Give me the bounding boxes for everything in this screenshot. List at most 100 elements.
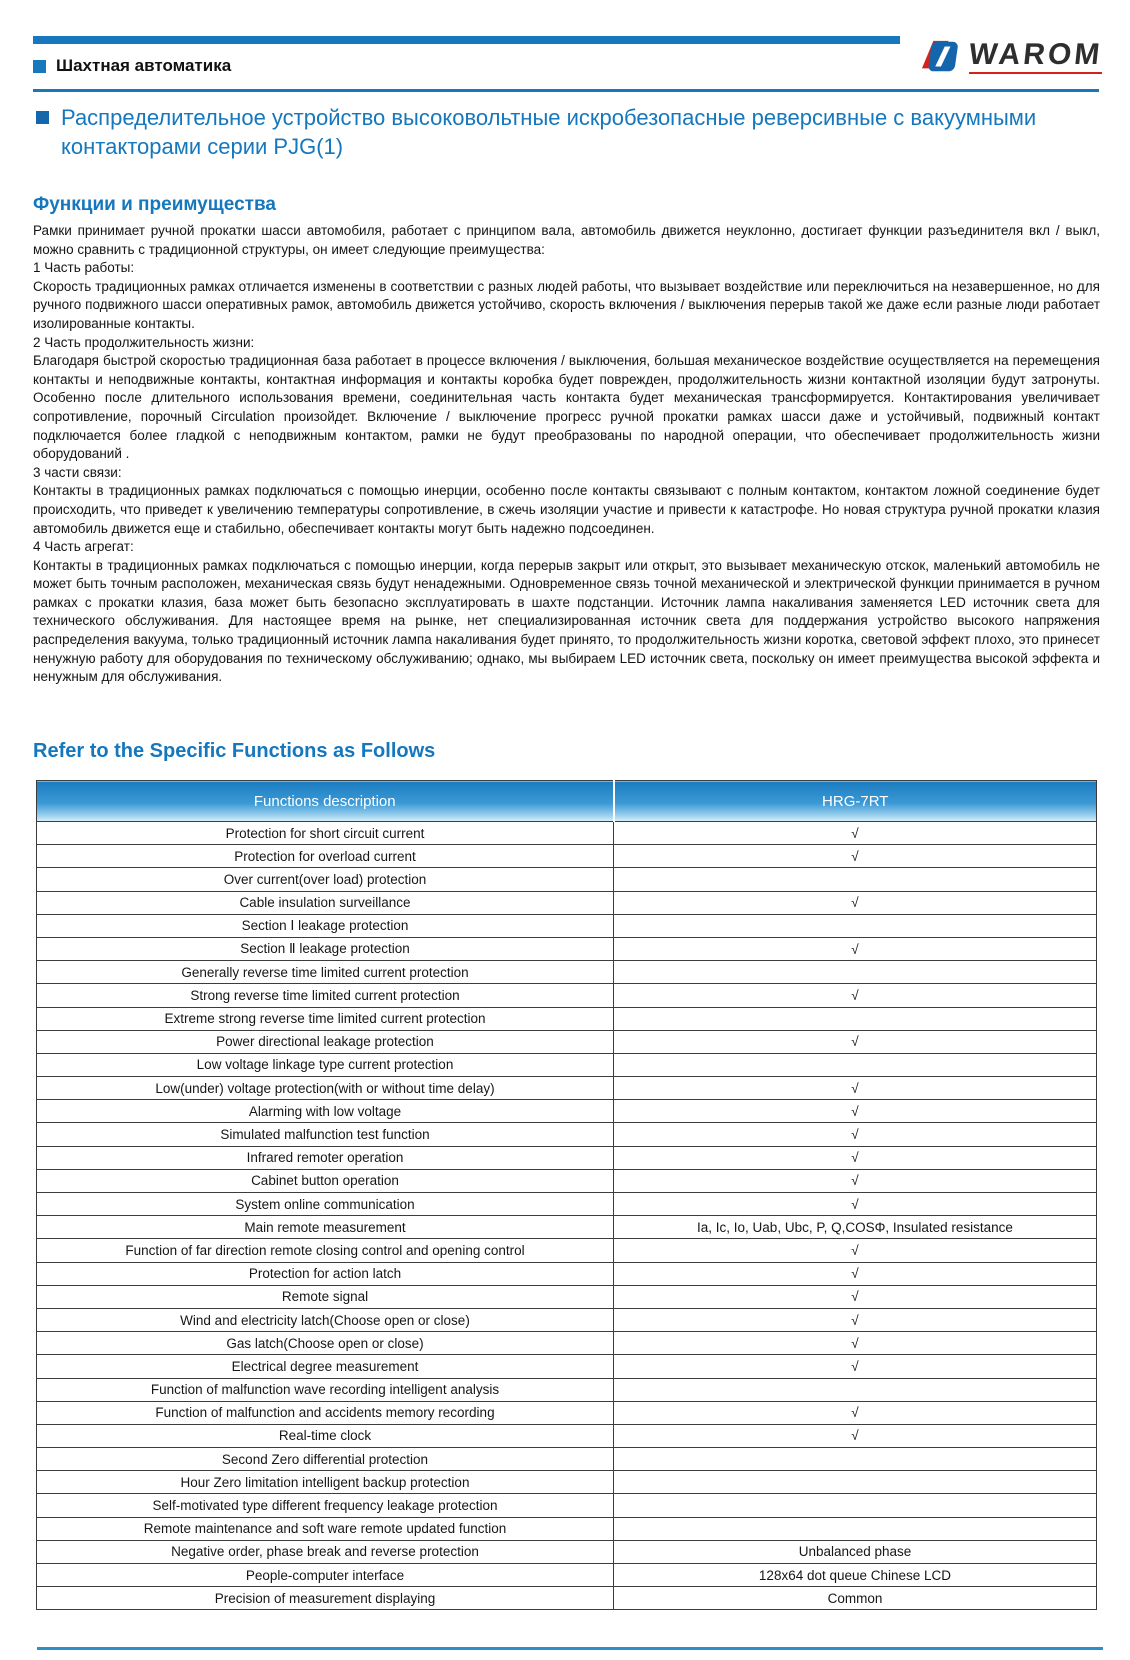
body-paragraph: 3 части связи: — [33, 464, 122, 480]
function-name-cell: Extreme strong reverse time limited curr… — [36, 1006, 614, 1031]
function-value-cell: √ — [613, 1238, 1097, 1263]
function-name-cell: Negative order, phase break and reverse … — [36, 1539, 614, 1565]
table-row: Function of malfunction wave recording i… — [36, 1377, 1097, 1402]
function-name-cell: Remote signal — [36, 1284, 614, 1309]
function-value-cell — [613, 867, 1097, 892]
function-value-cell — [613, 1377, 1097, 1402]
function-value-cell: √ — [613, 1029, 1097, 1054]
function-name-cell: Strong reverse time limited current prot… — [36, 983, 614, 1008]
function-value-cell: √ — [613, 1099, 1097, 1124]
footer-line — [37, 1647, 1103, 1650]
top-blue-bar — [33, 36, 900, 44]
function-value-cell: Unbalanced phase — [613, 1539, 1097, 1565]
table-row: Generally reverse time limited current p… — [36, 960, 1097, 985]
function-value-cell — [613, 1493, 1097, 1518]
function-name-cell: Protection for action latch — [36, 1261, 614, 1286]
function-value-cell: √ — [613, 1423, 1097, 1449]
table-row: Real-time clock √ — [36, 1423, 1097, 1449]
table-row: Hour Zero limitation intelligent backup … — [36, 1470, 1097, 1495]
function-name-cell: Hour Zero limitation intelligent backup … — [36, 1470, 614, 1495]
function-value-cell — [613, 1052, 1097, 1078]
function-value-cell — [613, 1516, 1097, 1541]
category-bullet-square — [33, 59, 46, 73]
body-paragraph: 4 Часть агрегат: — [33, 539, 134, 555]
column-header-model: HRG-7RT — [613, 780, 1097, 822]
function-value-cell: √ — [613, 1168, 1097, 1194]
header-divider-line — [33, 89, 1099, 92]
category-row: Шахтная автоматика — [33, 56, 231, 76]
function-name-cell: Electrical degree measurement — [36, 1354, 614, 1379]
function-name-cell: Low(under) voltage protection(with or wi… — [36, 1076, 614, 1101]
function-name-cell: Remote maintenance and soft ware remote … — [36, 1516, 614, 1541]
body-paragraph: Контакты в традиционных рамках подключат… — [33, 483, 1100, 536]
table-header-row: Functions description HRG-7RT — [36, 780, 1097, 822]
page-title: Распределительное устройство высоковольт… — [61, 105, 1037, 159]
table-row: Low voltage linkage type current protect… — [36, 1052, 1097, 1078]
function-name-cell: Power directional leakage protection — [36, 1029, 614, 1054]
function-name-cell: Generally reverse time limited current p… — [36, 960, 614, 985]
function-name-cell: Over current(over load) protection — [36, 867, 614, 892]
function-value-cell: 128x64 dot queue Chinese LCD — [613, 1562, 1097, 1588]
function-value-cell: √ — [613, 1122, 1097, 1147]
function-name-cell: Real-time clock — [36, 1423, 614, 1449]
function-name-cell: Alarming with low voltage — [36, 1099, 614, 1124]
function-name-cell: Function of malfunction and accidents me… — [36, 1400, 614, 1425]
table-row: Protection for overload current √ — [36, 844, 1097, 869]
table-row: Infrared remoter operation √ — [36, 1145, 1097, 1170]
function-value-cell: √ — [613, 1400, 1097, 1425]
body-paragraph: 1 Часть работы: — [33, 260, 135, 276]
function-value-cell — [613, 1470, 1097, 1495]
function-name-cell: Function of far direction remote closing… — [36, 1238, 614, 1263]
column-header-description: Functions description — [36, 780, 615, 822]
function-name-cell: Low voltage linkage type current protect… — [36, 1052, 614, 1078]
body-paragraph: 2 Часть продолжительность жизни: — [33, 334, 255, 350]
brand-underline — [968, 71, 1102, 75]
category-label: Шахтная автоматика — [56, 56, 232, 75]
function-name-cell: Self-motivated type different frequency … — [36, 1493, 614, 1518]
table-row: Alarming with low voltage √ — [36, 1099, 1097, 1124]
table-row: Remote maintenance and soft ware remote … — [36, 1516, 1097, 1541]
function-name-cell: Cabinet button operation — [36, 1168, 614, 1194]
function-name-cell: Wind and electricity latch(Choose open o… — [36, 1307, 614, 1333]
body-paragraph: Благодаря быстрой скоростью традиционная… — [33, 353, 1100, 462]
table-row: Strong reverse time limited current prot… — [36, 983, 1097, 1008]
table-row: Section Ⅱ leakage protection √ — [36, 936, 1097, 962]
function-value-cell: √ — [613, 844, 1097, 869]
function-name-cell: Section Ⅰ leakage protection — [36, 913, 614, 938]
table-heading: Refer to the Specific Functions as Follo… — [33, 740, 436, 762]
function-value-cell: √ — [613, 936, 1097, 962]
table-row: Section Ⅰ leakage protection — [36, 913, 1097, 938]
body-paragraph: Контакты в традиционных рамках подключат… — [33, 557, 1100, 685]
function-name-cell: Main remote measurement — [36, 1215, 614, 1240]
function-name-cell: Simulated malfunction test function — [36, 1122, 614, 1147]
table-row: Extreme strong reverse time limited curr… — [36, 1006, 1097, 1031]
functions-heading: Функции и преимущества — [33, 194, 276, 215]
functions-table: Functions description HRG-7RT Protection… — [36, 780, 1097, 1611]
function-name-cell: Infrared remoter operation — [36, 1145, 614, 1170]
table-row: Electrical degree measurement √ — [36, 1354, 1097, 1379]
function-value-cell — [613, 1447, 1097, 1472]
table-row: Cabinet button operation √ — [36, 1168, 1097, 1194]
function-name-cell: Cable insulation surveillance — [36, 890, 614, 915]
brand-logo: WAROM — [919, 38, 1104, 76]
title-bullet-square — [36, 111, 49, 124]
table-row: Cable insulation surveillance √ — [36, 890, 1097, 915]
function-value-cell: √ — [613, 1261, 1097, 1286]
table-row: Function of far direction remote closing… — [36, 1238, 1097, 1263]
table-row: Over current(over load) protection — [36, 867, 1097, 892]
function-value-cell — [613, 1006, 1097, 1031]
warom-emblem-icon — [921, 40, 958, 72]
table-row: Function of malfunction and accidents me… — [36, 1400, 1097, 1425]
function-name-cell: Protection for overload current — [36, 844, 614, 869]
function-name-cell: Protection for short circuit current — [36, 820, 614, 846]
table-row: Self-motivated type different frequency … — [36, 1493, 1097, 1518]
function-value-cell: √ — [613, 1354, 1097, 1379]
function-value-cell: √ — [613, 1331, 1097, 1356]
function-value-cell: √ — [613, 1191, 1097, 1217]
function-value-cell: √ — [613, 1284, 1097, 1309]
function-value-cell: Common — [613, 1586, 1097, 1611]
function-value-cell: √ — [613, 820, 1097, 846]
table-row: Remote signal √ — [36, 1284, 1097, 1309]
table-row: Simulated malfunction test function √ — [36, 1122, 1097, 1147]
table-row: Low(under) voltage protection(with or wi… — [36, 1076, 1097, 1101]
